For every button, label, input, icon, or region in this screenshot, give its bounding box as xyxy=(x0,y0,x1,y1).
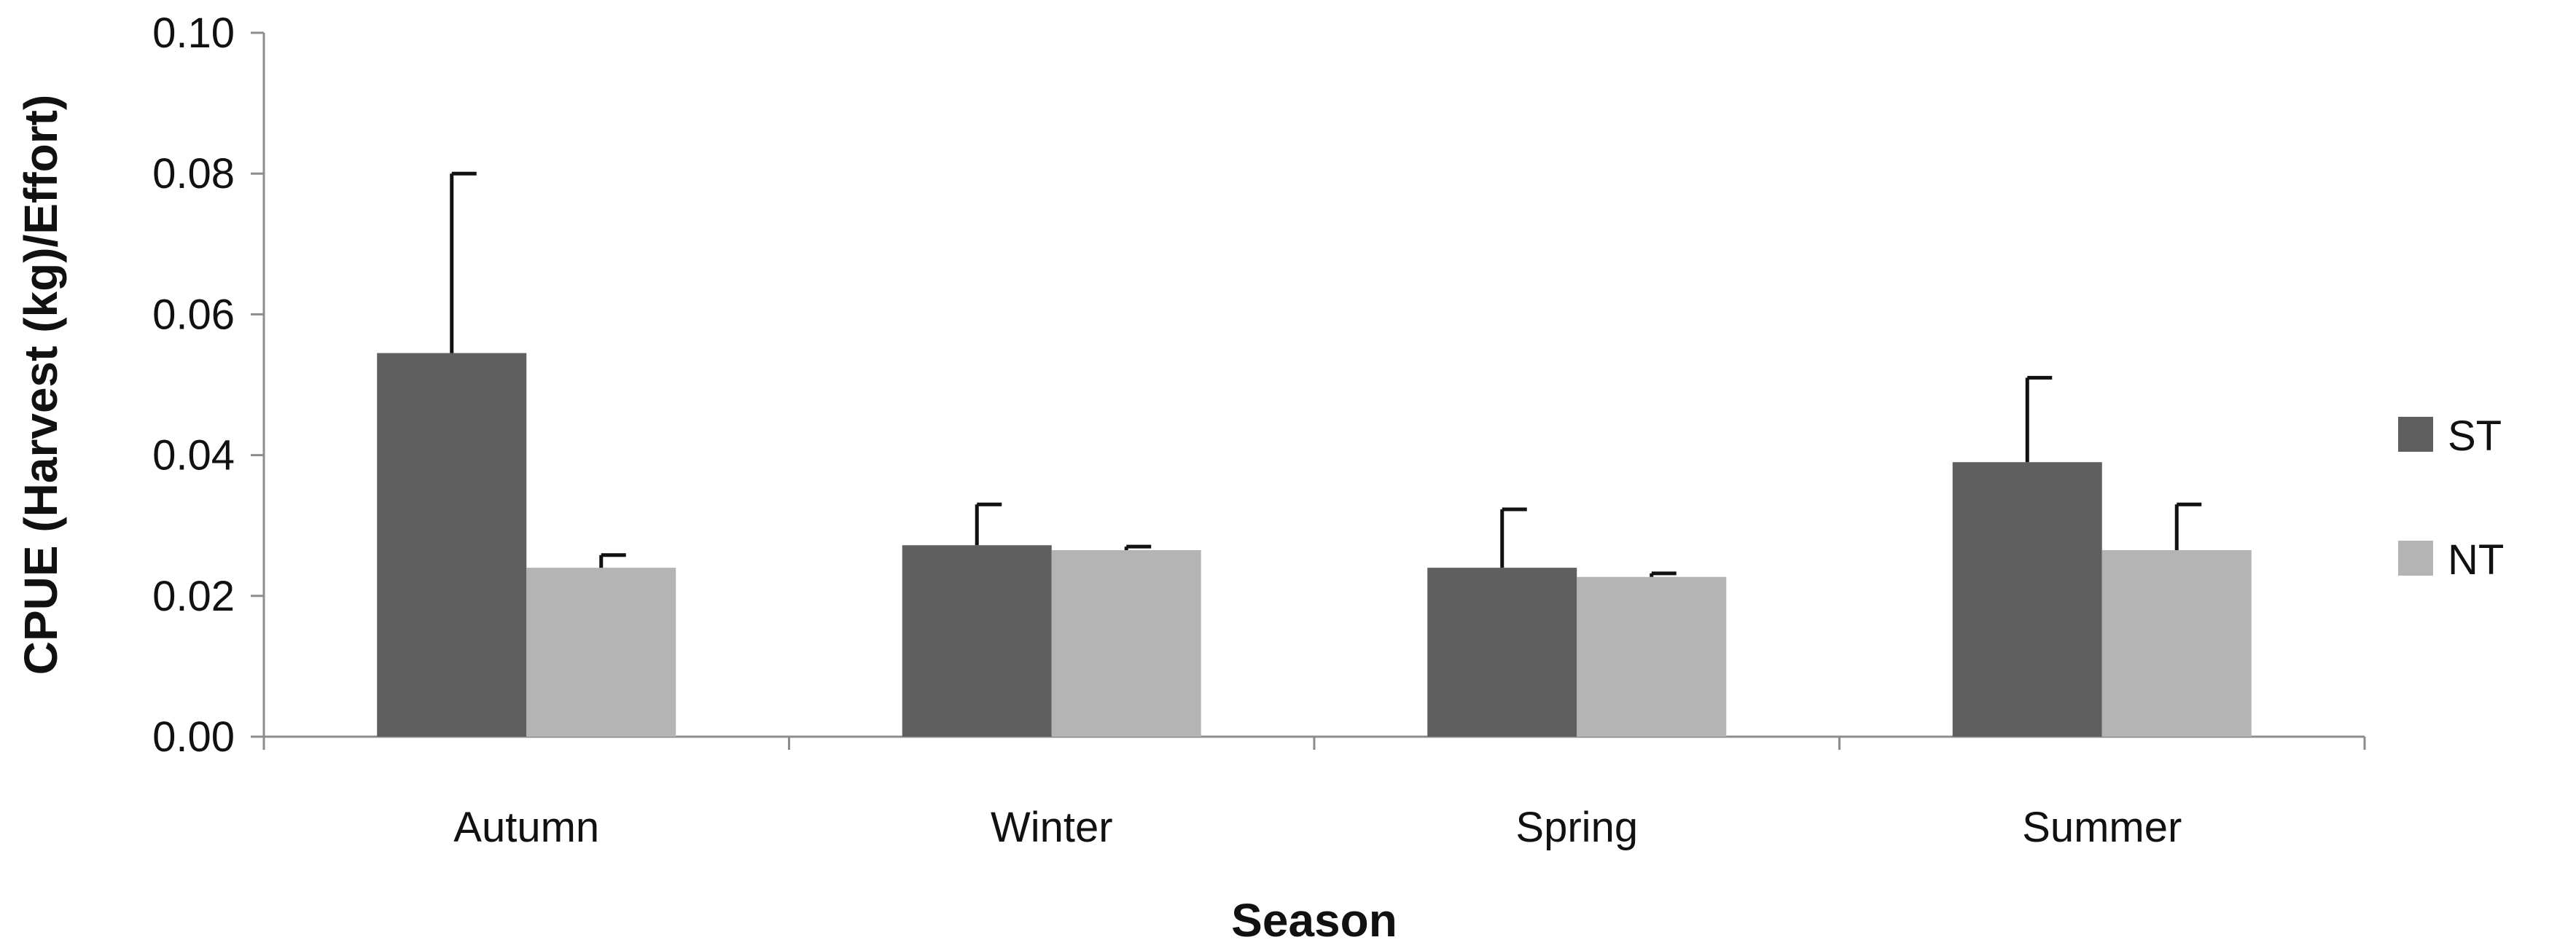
bar-nt-autumn xyxy=(526,568,676,737)
bar-nt-spring xyxy=(1577,576,1727,737)
x-axis xyxy=(262,735,2366,750)
x-tick-label: Summer xyxy=(2022,804,2182,851)
y-axis xyxy=(251,31,265,738)
bars-group xyxy=(377,353,2252,737)
legend-label-st: ST xyxy=(2448,412,2502,460)
bar-nt-summer xyxy=(2101,550,2252,737)
y-tick-label: 0.02 xyxy=(152,573,235,620)
y-tick-label: 0.00 xyxy=(152,713,235,761)
bar-st-autumn xyxy=(377,353,527,737)
error-bars-group xyxy=(450,171,2202,577)
bar-st-spring xyxy=(1427,568,1577,737)
legend-label-nt: NT xyxy=(2448,536,2504,584)
bar-st-winter xyxy=(902,545,1052,737)
legend-swatch-nt xyxy=(2398,541,2433,576)
y-tick-label: 0.10 xyxy=(152,9,235,57)
legend-swatch-st xyxy=(2398,417,2433,452)
y-tick-label: 0.06 xyxy=(152,291,235,338)
bar-st-summer xyxy=(1952,462,2102,737)
y-tick-labels: 0.00 0.02 0.04 0.06 0.08 0.10 xyxy=(152,9,235,761)
x-axis-title: Season xyxy=(1231,894,1397,947)
x-tick-labels: Autumn Winter Spring Summer xyxy=(453,804,2182,851)
y-axis-title: CPUE (Harvest (kg)/Effort) xyxy=(15,95,67,675)
x-tick-label: Spring xyxy=(1515,804,1638,851)
y-tick-label: 0.08 xyxy=(152,150,235,197)
x-tick-label: Autumn xyxy=(453,804,599,851)
y-tick-label: 0.04 xyxy=(152,432,235,479)
x-tick-label: Winter xyxy=(991,804,1113,851)
legend: ST NT xyxy=(2398,412,2504,584)
bar-nt-winter xyxy=(1051,550,1201,737)
